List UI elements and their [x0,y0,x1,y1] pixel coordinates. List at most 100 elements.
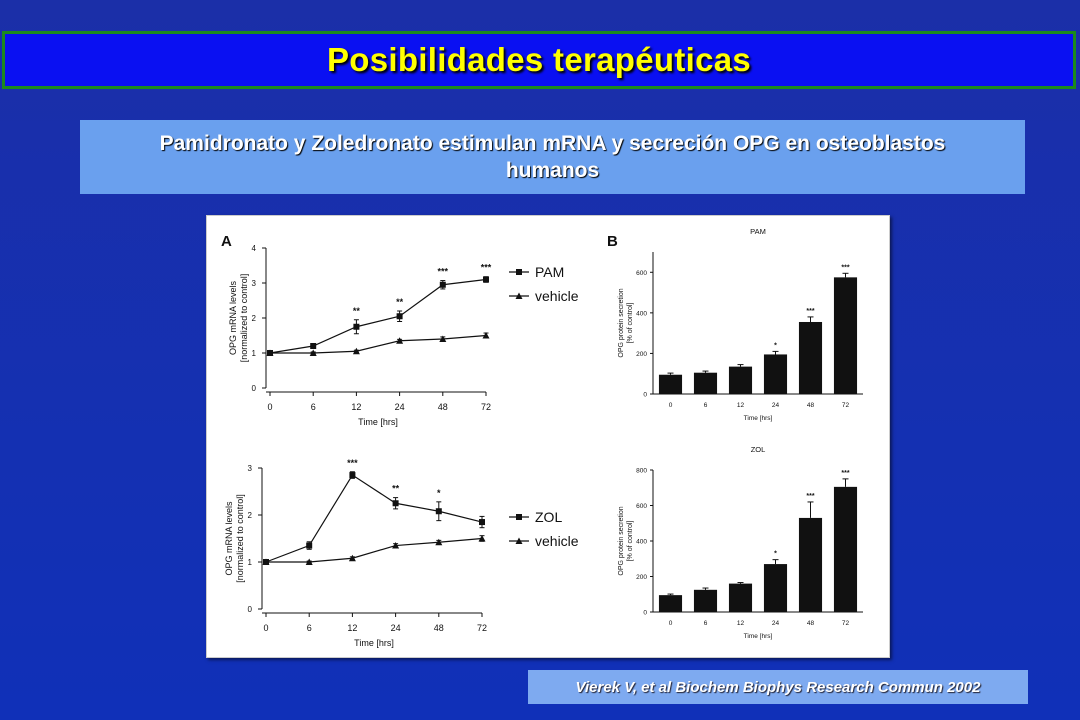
bar [658,595,683,612]
significance-label: ** [353,306,361,316]
y-tick-label: 4 [252,244,257,253]
data-point [310,343,317,349]
x-tick-label: 72 [481,402,491,412]
data-point [349,472,356,479]
x-axis-label: Time [hrs] [358,417,398,427]
y-tick-label: 600 [636,503,647,510]
x-tick-label: 72 [842,620,850,627]
legend-label: PAM [535,264,564,280]
panel-label-a: A [221,233,232,250]
panel-label-b: B [607,233,618,250]
y-tick-label: 0 [252,384,257,393]
y-tick-label: 200 [636,351,647,358]
bar [693,372,718,394]
figure-panel: A B 0 1 2 3 4 0 6 12 24 48 72 Time [hrs] OPG mRNA le… [206,215,890,658]
data-point [479,519,485,526]
data-point [309,349,317,356]
y-tick-label: 0 [643,392,647,399]
legend-label: vehicle [535,288,579,304]
x-tick-label: 48 [807,402,815,409]
x-tick-label: 12 [347,623,357,633]
x-tick-label: 48 [807,620,815,627]
significance-label: *** [806,493,814,500]
data-point [396,337,404,344]
y-axis-label: OPG protein secretion [618,288,625,357]
x-axis-label: Time [hrs] [354,638,394,648]
significance-label: *** [481,263,492,273]
bar [728,583,753,612]
x-tick-label: 24 [772,620,780,627]
x-tick-label: 72 [477,623,487,633]
data-point [396,313,403,320]
legend-marker [515,537,523,544]
x-tick-label: 0 [263,623,268,633]
citation-box: Vierek V, et al Biochem Biophys Research… [528,670,1028,704]
data-point [353,323,360,330]
series-line-ZOL [265,474,483,563]
data-point [482,332,490,339]
significance-label: ** [396,297,404,307]
citation: Vierek V, et al Biochem Biophys Research… [575,678,981,696]
series-line-PAM [269,278,487,354]
y-axis-label: OPG mRNA levels [224,501,234,576]
legend-marker [516,514,522,520]
bar [833,277,858,394]
y-tick-label: 600 [636,270,647,277]
y-tick-label: 200 [636,574,647,581]
title-bar: Posibilidades terapéuticas [2,31,1076,89]
chart-b-top: 0 200 400 600 PAM 0 6 12 24 * 48 *** 72 *** Time [hrs]… [618,227,863,422]
y-tick-label: 1 [252,349,257,358]
subtitle-box: Pamidronato y Zoledronato estimulan mRNA… [80,120,1025,194]
data-point [392,500,399,507]
x-tick-label: 0 [267,402,272,412]
y-tick-label: 2 [252,314,257,323]
chart-b-bottom: 0 200 400 600 800 ZOL 0 6 12 24 * 48 *** 72 *** Time [h… [618,445,863,640]
y-axis-label: OPG mRNA levels [228,280,238,355]
series-line-vehicle [266,537,483,563]
data-point [348,554,356,562]
legend-marker [515,292,523,299]
data-point [306,542,313,549]
legend-label: ZOL [535,509,562,525]
data-point [439,281,446,288]
data-point [435,508,442,515]
slide-subtitle: Pamidronato y Zoledronato estimulan mRNA… [159,132,946,182]
y-axis-label: OPG protein secretion [618,506,625,575]
data-point [439,335,447,342]
y-tick-label: 400 [636,310,647,317]
x-tick-label: 24 [772,402,780,409]
bar [693,589,718,612]
chart-title: PAM [750,227,766,236]
x-tick-label: 12 [351,402,361,412]
y-tick-label: 0 [643,610,647,617]
x-tick-label: 48 [438,402,448,412]
significance-label: *** [841,264,849,271]
significance-label: *** [438,267,449,277]
y-tick-label: 3 [252,279,257,288]
x-tick-label: 6 [307,623,312,633]
bar [798,517,823,612]
data-point [352,347,360,355]
x-axis-label: Time [hrs] [744,415,773,422]
significance-label: * [774,342,777,349]
significance-label: * [437,488,441,498]
x-tick-label: 48 [434,623,444,633]
x-tick-label: 6 [704,402,708,409]
data-point [266,349,274,356]
x-tick-label: 72 [842,402,850,409]
x-tick-label: 6 [704,620,708,627]
data-point [392,542,400,549]
y-tick-label: 2 [248,511,253,520]
x-tick-label: 12 [737,402,745,409]
legend-marker [516,269,522,275]
slide-title: Posibilidades terapéuticas [326,41,752,78]
x-tick-label: 12 [737,620,745,627]
bar [763,354,788,394]
bar [833,486,858,612]
data-point [478,535,486,542]
x-tick-label: 6 [311,402,316,412]
significance-label: *** [347,458,358,468]
legend-label: vehicle [535,533,579,549]
bar [763,564,788,612]
